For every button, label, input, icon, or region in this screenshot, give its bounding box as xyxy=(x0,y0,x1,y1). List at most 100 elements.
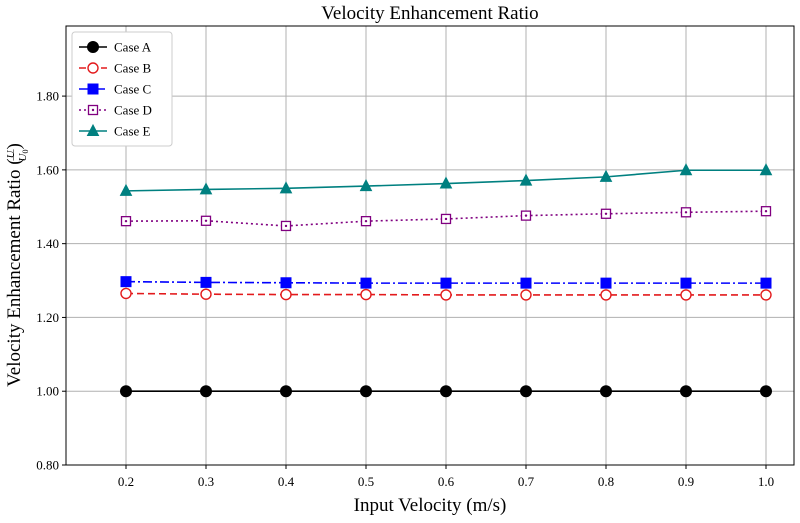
legend-label-case-e: Case E xyxy=(114,124,151,139)
marker-dot xyxy=(764,209,768,213)
marker-dot xyxy=(124,219,128,223)
legend-item-case-b: Case B xyxy=(79,61,152,76)
y-tick-label: 0.80 xyxy=(36,458,59,473)
data-point-case-e xyxy=(359,179,373,192)
legend-marker-case-e xyxy=(86,123,100,136)
legend-item-case-e: Case E xyxy=(79,124,151,139)
data-point-case-e xyxy=(119,183,133,196)
data-point-case-c xyxy=(760,277,772,289)
series-case-c xyxy=(120,276,772,289)
data-point-case-e xyxy=(519,173,533,186)
data-point-case-d xyxy=(680,207,692,218)
y-axis-title: Velocity Enhancement Ratio (U—U0) xyxy=(4,143,30,387)
x-axis-title: Input Velocity (m/s) xyxy=(354,495,507,516)
data-point-case-d xyxy=(520,210,532,221)
series-case-e xyxy=(119,163,773,196)
data-point-case-d xyxy=(200,215,212,226)
data-point-case-a xyxy=(120,385,132,398)
data-point-case-a xyxy=(360,385,372,398)
data-point-case-a xyxy=(280,385,292,398)
data-point-case-c xyxy=(120,276,132,288)
legend-item-case-a: Case A xyxy=(79,40,152,55)
data-point-case-c xyxy=(200,276,212,288)
data-point-case-b xyxy=(760,289,772,301)
data-point-case-b xyxy=(520,289,532,301)
y-tick-label: 1.00 xyxy=(36,384,59,399)
data-point-case-b xyxy=(600,289,612,301)
plot-frame xyxy=(65,25,795,466)
legend-marker-case-b xyxy=(87,62,99,74)
x-tick-label: 0.8 xyxy=(598,474,614,489)
x-tick-label: 0.7 xyxy=(518,474,535,489)
data-point-case-c xyxy=(360,277,372,289)
legend-label-case-b: Case B xyxy=(114,61,152,76)
tick-layer: 0.2 0.3 0.4 0.5 0.6 0.7 0.8 0.9 1.0 0.80 1.00 1.20 1… xyxy=(36,89,774,489)
marker-dot xyxy=(684,211,688,214)
series-layer xyxy=(119,163,773,398)
legend-label-case-a: Case A xyxy=(114,40,152,55)
data-point-case-d xyxy=(440,213,452,225)
x-tick-label: 0.2 xyxy=(118,474,134,489)
data-point-case-c xyxy=(680,277,692,289)
legend-item-case-c: Case C xyxy=(79,82,151,97)
legend-item-case-d: Case D xyxy=(79,103,152,118)
y-tick-label: 1.20 xyxy=(36,310,59,325)
data-point-case-b xyxy=(280,288,292,301)
data-point-case-b xyxy=(200,288,212,300)
x-tick-label: 0.4 xyxy=(278,474,295,489)
data-point-case-a xyxy=(600,385,612,398)
grid xyxy=(66,26,794,466)
x-tick-label: 0.5 xyxy=(358,474,374,489)
data-point-case-b xyxy=(440,289,452,301)
data-point-case-c xyxy=(280,277,292,289)
data-point-case-e xyxy=(199,182,213,195)
x-tick-label: 1.0 xyxy=(758,474,774,489)
legend-box xyxy=(71,31,173,147)
legend-label-case-c: Case C xyxy=(114,82,151,97)
series-case-d xyxy=(120,206,772,232)
chart-title: Velocity Enhancement Ratio xyxy=(321,3,538,24)
data-point-case-b xyxy=(360,288,372,301)
data-point-case-e xyxy=(279,181,293,194)
marker-dot xyxy=(604,212,608,215)
legend-label-case-d: Case D xyxy=(114,103,152,118)
data-point-case-a xyxy=(520,385,532,398)
data-point-case-d xyxy=(120,216,132,227)
data-point-case-a xyxy=(440,385,452,398)
legend: Case A Case B Case C Case D Case E xyxy=(71,31,173,147)
legend-marker-case-a xyxy=(87,41,99,53)
data-point-case-e xyxy=(599,169,613,182)
data-point-case-d xyxy=(600,208,612,219)
marker-dot xyxy=(524,214,528,217)
data-point-case-e xyxy=(759,163,773,176)
marker-dot xyxy=(364,219,368,223)
data-point-case-b xyxy=(680,289,692,301)
y-tick-label: 1.60 xyxy=(36,162,59,177)
data-point-case-e xyxy=(679,163,693,176)
legend-marker-case-d xyxy=(87,104,99,116)
y-axis-title-text: Velocity Enhancement Ratio (U—U0) xyxy=(4,143,30,387)
legend-marker-case-c xyxy=(87,83,99,95)
marker-dot xyxy=(444,217,448,221)
series-case-b xyxy=(120,287,772,301)
series-case-a xyxy=(120,385,772,398)
y-tick-label: 1.40 xyxy=(36,236,59,251)
data-point-case-a xyxy=(200,385,212,398)
data-point-case-d xyxy=(760,206,772,217)
x-tick-label: 0.3 xyxy=(198,474,214,489)
x-tick-label: 0.9 xyxy=(678,474,694,489)
data-point-case-e xyxy=(439,176,453,189)
data-point-case-a xyxy=(680,385,692,398)
data-point-case-d xyxy=(280,220,292,232)
data-point-case-d xyxy=(360,216,372,227)
marker-dot xyxy=(91,108,95,112)
marker-dot xyxy=(284,224,288,228)
data-point-case-c xyxy=(520,277,532,289)
data-point-case-b xyxy=(120,287,132,300)
data-point-case-c xyxy=(600,277,612,289)
y-tick-label: 1.80 xyxy=(36,89,59,104)
data-point-case-c xyxy=(440,277,452,289)
marker-dot xyxy=(204,219,208,222)
